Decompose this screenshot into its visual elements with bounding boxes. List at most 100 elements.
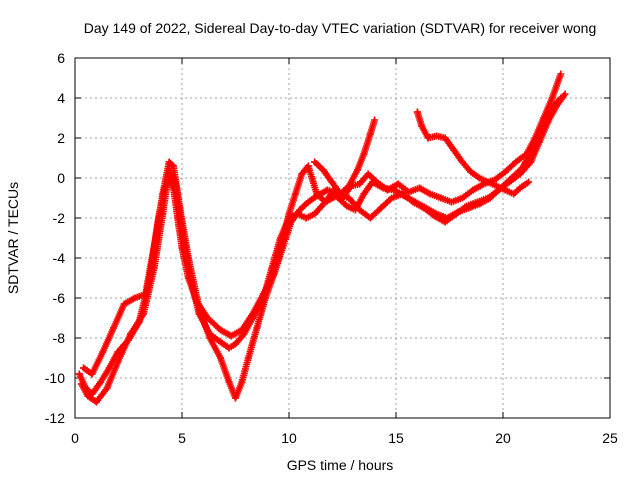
data-point — [165, 158, 173, 166]
data-point — [319, 166, 327, 174]
data-point — [484, 178, 492, 186]
data-point — [356, 206, 364, 214]
series-trace-1 — [75, 70, 565, 398]
x-tick-label: 25 — [602, 430, 618, 446]
data-point — [368, 178, 376, 186]
data-point — [88, 370, 96, 378]
series-trace-4 — [311, 116, 379, 198]
data-point — [77, 380, 85, 388]
data-point — [409, 198, 417, 206]
series-trace-3 — [80, 90, 569, 402]
data-point — [505, 178, 513, 186]
data-point — [458, 158, 466, 166]
data-point — [390, 186, 398, 194]
data-point — [184, 254, 192, 262]
data-point — [279, 244, 287, 252]
data-point — [398, 190, 406, 198]
data-point — [366, 214, 374, 222]
data-point — [450, 146, 458, 154]
data-point — [493, 182, 501, 190]
data-point — [139, 310, 147, 318]
data-point — [360, 190, 368, 198]
data-point — [388, 194, 396, 202]
y-tick-label: 2 — [57, 130, 65, 146]
data-point — [311, 210, 319, 218]
x-tick-label: 5 — [178, 430, 186, 446]
data-point — [92, 398, 100, 406]
data-point — [501, 186, 509, 194]
data-point — [424, 134, 432, 142]
plus-marker-trail — [413, 108, 531, 198]
data-point — [80, 364, 88, 372]
data-point — [324, 186, 332, 194]
data-point — [270, 270, 278, 278]
data-point — [416, 184, 424, 192]
data-point — [418, 122, 426, 130]
data-point — [105, 364, 113, 372]
axis-ticks: 0 5 10 15 20 25 -12 -10 -8 -6 -4 -2 0 2 4 6 — [45, 50, 618, 446]
data-point — [97, 378, 105, 386]
x-tick-label: 10 — [281, 430, 297, 446]
plus-marker-trail — [75, 72, 564, 398]
data-point — [103, 384, 111, 392]
data-point — [527, 158, 535, 166]
data-point — [238, 378, 246, 386]
data-point — [510, 190, 518, 198]
data-point — [516, 184, 524, 192]
data-point — [159, 190, 167, 198]
data-point — [206, 334, 214, 342]
data-point — [343, 202, 351, 210]
data-point — [232, 394, 239, 402]
data-point — [345, 194, 353, 202]
data-point — [302, 214, 310, 222]
data-point — [321, 198, 329, 206]
data-point — [475, 174, 483, 182]
data-point — [426, 190, 434, 198]
data-point — [548, 94, 556, 102]
data-point — [458, 194, 466, 202]
data-point — [371, 116, 379, 124]
data-point — [291, 190, 299, 198]
data-point — [437, 194, 445, 202]
data-point — [225, 344, 233, 352]
data-point — [345, 182, 353, 190]
data-point — [114, 358, 122, 366]
data-point — [561, 90, 569, 98]
x-axis-label: GPS time / hours — [287, 457, 394, 473]
data-point — [516, 170, 524, 178]
data-point — [328, 178, 336, 186]
data-point — [433, 132, 441, 140]
data-point — [405, 188, 413, 196]
data-point — [420, 204, 428, 212]
data-point — [217, 326, 225, 334]
data-point — [227, 332, 235, 340]
y-tick-label: -2 — [53, 210, 66, 226]
data-point — [99, 348, 107, 356]
data-point — [225, 378, 233, 386]
x-tick-label: 20 — [495, 430, 511, 446]
y-tick-label: 4 — [57, 90, 65, 106]
data-point — [142, 290, 150, 298]
y-tick-label: -12 — [45, 410, 65, 426]
plot-grid — [75, 58, 610, 418]
data-point — [240, 330, 248, 338]
data-point — [512, 158, 520, 166]
plot-frame — [74, 57, 611, 419]
data-point — [127, 330, 135, 338]
data-point — [501, 168, 509, 176]
data-point — [152, 230, 160, 238]
data-point — [484, 194, 492, 202]
data-point — [544, 118, 552, 126]
chart-title: Day 149 of 2022, Sidereal Day-to-day VTE… — [84, 20, 597, 36]
x-tick-label: 0 — [71, 430, 79, 446]
data-point — [110, 324, 118, 332]
data-point — [441, 218, 449, 226]
data-point — [379, 184, 387, 192]
plus-marker-trail — [80, 92, 568, 402]
x-tick-label: 15 — [388, 430, 404, 446]
y-tick-label: -8 — [53, 330, 66, 346]
data-point — [557, 70, 565, 78]
y-tick-label: 0 — [57, 170, 65, 186]
series-trace-5 — [413, 108, 533, 198]
data-point — [217, 354, 225, 362]
